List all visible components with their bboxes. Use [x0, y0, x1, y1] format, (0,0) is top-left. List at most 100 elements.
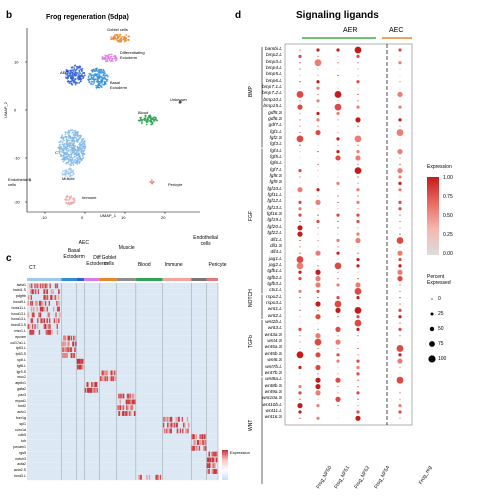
dotplot-dot: [317, 258, 319, 261]
umap-cluster-label: Endothelial cells: [8, 177, 28, 187]
heatmap-gene-label: pdgfrb: [15, 294, 26, 299]
dotplot-dot: [399, 335, 401, 337]
umap-point: [68, 195, 71, 198]
dotplot-dot: [398, 257, 402, 262]
umap-point: [106, 78, 109, 81]
umap-point: [65, 149, 68, 152]
dotplot-dot: [317, 151, 319, 153]
heatmap-cell: [162, 422, 165, 428]
dotplot-dot: [316, 86, 320, 90]
umap-point: [72, 134, 75, 136]
heatmap-cell: [106, 376, 109, 382]
heatmap-cell: [163, 416, 165, 422]
umap-point: [110, 36, 113, 39]
umap-point: [67, 80, 70, 82]
dotplot-dot: [317, 214, 319, 216]
dotplot-dot: [399, 87, 401, 89]
umap-point: [72, 146, 75, 149]
umap-point: [94, 73, 97, 75]
umap-point: [68, 171, 71, 174]
heatmap-row-bg: [27, 370, 218, 376]
heatmap-row-bg: [27, 364, 218, 370]
heatmap-cell: [29, 289, 32, 295]
umap-point: [127, 39, 130, 42]
heatmap-group-bar: [206, 278, 218, 281]
umap-point: [107, 57, 109, 60]
umap-point: [78, 156, 81, 159]
umap-point: [72, 76, 75, 79]
umap-point: [150, 179, 153, 182]
umap-point: [67, 75, 70, 78]
heatmap-row-bg: [27, 468, 218, 475]
dotplot-dot: [337, 62, 339, 64]
heatmap-cell: [43, 306, 46, 312]
dotplot-dot: [317, 309, 319, 311]
umap-point: [76, 138, 78, 141]
umap-point: [122, 37, 125, 40]
dotplot-dot: [317, 138, 319, 140]
umap-point: [104, 58, 107, 61]
heatmap-cell: [119, 405, 121, 411]
umap-cluster-label: AEC: [60, 70, 69, 75]
umap-point: [95, 84, 97, 87]
dotplot-dot: [296, 351, 304, 359]
heatmap-cell: [168, 428, 170, 434]
dotplot-dot: [317, 68, 319, 70]
heatmap-cell: [159, 474, 162, 480]
heatmap-cell: [58, 289, 60, 295]
umap-point: [110, 53, 113, 56]
heatmap-cell: [192, 434, 194, 440]
dotplot-dot: [398, 308, 402, 312]
heatmap-cell: [208, 457, 210, 463]
heatmap-gene-label: cdh5: [18, 433, 26, 438]
dotplot-dot: [299, 284, 301, 286]
heatmap-row-bg: [27, 387, 218, 394]
heatmap-group-bar: [116, 278, 136, 281]
heatmap-cell: [128, 411, 131, 416]
heatmap-cell: [46, 329, 48, 335]
heatmap-cell: [199, 434, 201, 440]
heatmap-cell: [169, 416, 171, 422]
umap-cluster-label: Goblet cells: [107, 27, 128, 32]
dotplot-gene-label: tgfb3.L: [267, 281, 282, 287]
heatmap-row-bg: [27, 352, 218, 359]
umap-point: [81, 149, 83, 152]
dotplot-dot: [337, 366, 339, 369]
heatmap-row-bg: [27, 283, 218, 289]
umap-point: [83, 142, 86, 145]
umap-point: [69, 151, 72, 153]
heatmap-cell: [175, 416, 177, 422]
expression-legend-title: Expression: [427, 164, 452, 170]
dotplot-dot: [399, 220, 401, 223]
heatmap-cell: [191, 434, 193, 440]
umap-point: [88, 72, 91, 75]
heatmap-cell: [215, 451, 217, 457]
heatmap-cell: [63, 353, 65, 358]
heatmap-gene-label: sp6.L: [17, 357, 26, 362]
umap-point: [72, 80, 75, 83]
umap-point: [104, 82, 107, 85]
umap-point: [76, 146, 79, 149]
dotplot-dot: [355, 117, 361, 123]
umap-point: [66, 176, 69, 179]
umap-point: [77, 75, 80, 78]
heatmap-row-bg: [27, 335, 218, 341]
dotplot-dot: [299, 125, 301, 127]
heatmap-cell: [187, 428, 189, 434]
umap-point: [123, 35, 125, 38]
panel-d-letter: d: [235, 10, 242, 21]
dotplot-gene-label: fgf7.L: [269, 167, 282, 173]
heatmap-gene-label: muc2: [17, 375, 26, 380]
dotplot-gene-label: fgf22.L: [267, 231, 282, 237]
dotplot-dot: [337, 176, 339, 178]
expression-tick: 1.00: [443, 175, 453, 181]
dotplot-gene-label: ctx1.L: [269, 288, 282, 294]
heatmap-cell: [33, 306, 35, 312]
dotplot-dot: [357, 62, 359, 64]
umap-point: [149, 120, 152, 123]
percent-legend-dot: [431, 298, 433, 300]
dotplot-dot: [357, 398, 359, 400]
umap-point: [71, 157, 74, 159]
heatmap-cell: [31, 318, 34, 324]
dotplot-gene-label: gdf6.S: [268, 116, 282, 122]
